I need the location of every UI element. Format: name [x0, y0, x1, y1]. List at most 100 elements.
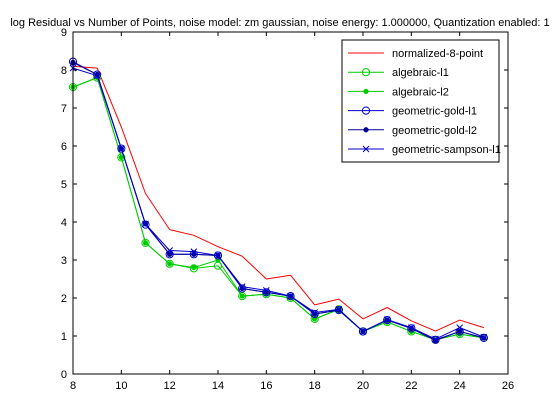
- data-point: [142, 220, 149, 228]
- x-tick-label: 24: [454, 380, 466, 392]
- legend-label: geometric-gold-l1: [392, 106, 477, 118]
- legend-marker-stroke-b: [362, 145, 370, 153]
- legend-label: geometric-gold-l2: [392, 125, 477, 137]
- data-point: [407, 324, 415, 331]
- data-point-stroke-b: [480, 333, 488, 341]
- legend-marker: [363, 127, 369, 133]
- data-point-stroke-b: [432, 335, 439, 343]
- data-point: [165, 259, 174, 268]
- data-point: [238, 284, 247, 293]
- data-point: [142, 240, 149, 246]
- data-point: [383, 316, 391, 324]
- data-point: [117, 153, 126, 162]
- y-tick-label: 3: [61, 255, 67, 267]
- legend-label: algebraic-l1: [392, 67, 449, 79]
- data-point: [141, 238, 150, 247]
- data-point: [262, 288, 271, 297]
- y-tick-label: 5: [61, 179, 67, 191]
- legend-marker: [361, 68, 371, 77]
- data-point: [214, 252, 222, 259]
- x-tick-label: 22: [405, 380, 417, 392]
- data-point: [239, 293, 245, 299]
- data-point-stroke-b: [262, 287, 270, 294]
- data-point: [432, 337, 439, 344]
- x-tick-label: 12: [164, 380, 176, 392]
- data-point: [141, 220, 150, 229]
- x-tick-label: 20: [357, 380, 369, 392]
- legend-marker: [363, 88, 369, 95]
- data-point: [287, 292, 294, 300]
- series-6: [69, 64, 488, 343]
- data-point: [117, 144, 126, 153]
- data-point-stroke-b: [456, 324, 464, 331]
- y-tick-label: 9: [61, 27, 67, 39]
- data-point-stroke-b: [359, 328, 367, 335]
- series-1: [72, 65, 484, 332]
- data-point-stroke-b: [383, 316, 391, 324]
- y-tick-label: 0: [61, 369, 67, 381]
- data-point-stroke-b: [238, 283, 246, 290]
- y-tick-label: 4: [61, 217, 67, 229]
- y-tick-label: 8: [61, 65, 67, 77]
- data-point: [480, 333, 488, 341]
- legend-label: algebraic-l2: [392, 86, 449, 98]
- data-point-stroke-b: [93, 72, 101, 80]
- data-point: [167, 261, 173, 267]
- x-tick-label: 10: [115, 380, 127, 392]
- data-point-stroke-b: [142, 220, 149, 228]
- series-layer: [68, 57, 488, 344]
- x-tick-label: 16: [260, 380, 272, 392]
- legend: normalized-8-point algebraic-l1 algebraic-…: [341, 39, 501, 163]
- data-point-stroke-b: [407, 324, 415, 331]
- data-point: [432, 335, 439, 343]
- data-point: [167, 251, 173, 257]
- data-point: [262, 287, 270, 294]
- series-line: [72, 65, 484, 332]
- data-point-stroke-b: [117, 145, 125, 153]
- axes-box: [72, 31, 509, 375]
- data-point: [166, 247, 174, 254]
- legend-marker: [362, 145, 370, 153]
- data-point: [93, 72, 101, 80]
- legend-entry: normalized-8-point: [348, 48, 483, 60]
- data-point: [238, 283, 246, 290]
- data-point-stroke-b: [311, 309, 319, 316]
- data-point: [336, 307, 342, 313]
- series-line: [72, 67, 485, 340]
- legend-entry: algebraic-l1: [348, 67, 449, 79]
- legend-entry: geometric-sampson-l1: [348, 144, 501, 156]
- x-tick-label: 14: [212, 380, 224, 392]
- data-point: [286, 292, 295, 301]
- data-point: [431, 335, 440, 344]
- legend-entry: geometric-gold-l2: [348, 125, 477, 137]
- legend-entry: geometric-gold-l1: [348, 106, 477, 118]
- data-point: [407, 324, 416, 333]
- legend-marker: [361, 106, 371, 115]
- data-point: [189, 264, 198, 273]
- x-tick-label: 26: [502, 380, 514, 392]
- data-point-stroke-b: [214, 252, 222, 259]
- x-tick-label: 18: [309, 380, 321, 392]
- data-point: [383, 315, 392, 325]
- y-tick-label: 2: [61, 293, 67, 305]
- data-point-stroke-b: [190, 248, 198, 255]
- data-point: [335, 306, 343, 313]
- data-point: [311, 309, 319, 316]
- series-line: [72, 77, 484, 341]
- legend-label: normalized-8-point: [392, 48, 483, 60]
- data-point-stroke-b: [287, 292, 294, 300]
- data-point: [359, 328, 367, 335]
- data-point: [457, 328, 463, 335]
- data-point-stroke-b: [335, 306, 343, 313]
- data-point: [190, 248, 198, 255]
- data-point: [118, 154, 124, 161]
- data-point: [479, 333, 488, 342]
- data-point: [117, 145, 125, 153]
- legend-box: [341, 39, 500, 163]
- y-tick-label: 7: [61, 103, 67, 115]
- y-tick-label: 1: [61, 331, 67, 343]
- legend-label: geometric-sampson-l1: [392, 144, 501, 156]
- legend-entry: algebraic-l2: [348, 86, 449, 98]
